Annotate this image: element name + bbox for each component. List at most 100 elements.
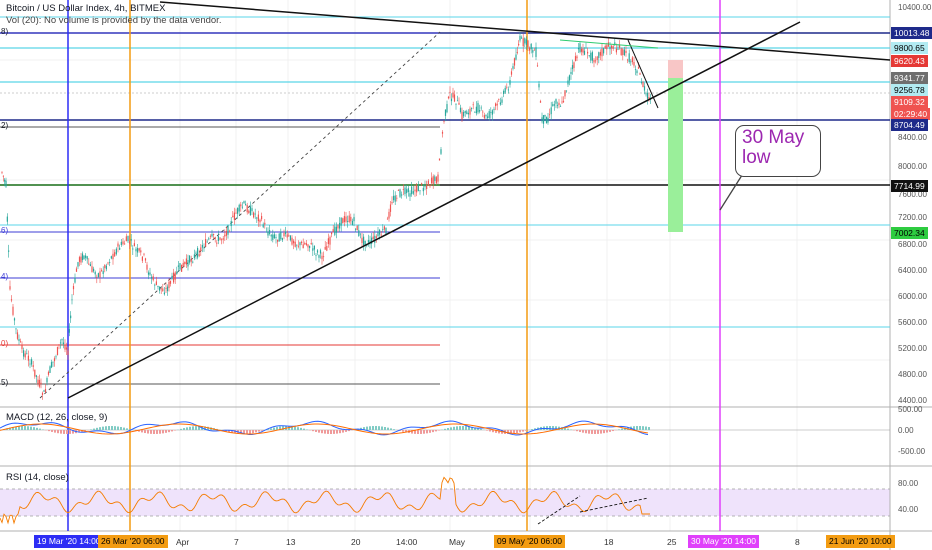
dashed-trend-projection[interactable] (39, 31, 441, 399)
candle-body (289, 235, 291, 241)
candle-body (561, 101, 563, 103)
candle-body (501, 99, 503, 103)
time-tag[interactable]: 19 Mar '20 14:00 (34, 535, 104, 548)
candle-body (515, 54, 517, 60)
macd-histogram-bar (123, 427, 125, 430)
candle-body (151, 276, 153, 279)
candle-body (463, 112, 465, 117)
macd-histogram-bar (207, 426, 209, 430)
horizontal-levels (0, 16, 890, 385)
macd-histogram-bar (348, 430, 350, 432)
candle-body (140, 250, 142, 253)
candle-body (216, 242, 218, 244)
time-axis-label: Apr (176, 537, 190, 547)
ascending-trendline[interactable] (67, 21, 801, 399)
candle-body (347, 221, 349, 222)
macd-histogram-bar (609, 430, 611, 432)
current-price-tag[interactable]: 9109.32 (891, 96, 928, 108)
candle-body (533, 49, 535, 51)
macd-histogram-bar (564, 427, 566, 430)
position-stop-zone[interactable] (668, 60, 683, 78)
macd-histogram-bar (276, 426, 278, 430)
price-tag[interactable]: 9256.78 (891, 84, 928, 96)
time-tag[interactable]: 09 May '20 06:00 (494, 535, 565, 548)
macd-plot (0, 420, 650, 436)
candle-body (119, 247, 121, 250)
price-tag[interactable]: 8704.49 (891, 119, 928, 131)
price-tag[interactable]: 10013.48 (891, 27, 932, 39)
candle-body (189, 255, 191, 263)
candle-body (617, 49, 619, 51)
time-axis-label: 25 (667, 537, 677, 547)
candle-body (105, 265, 107, 270)
time-tag[interactable]: 30 May '20 14:00 (688, 535, 759, 548)
macd-histogram-bar (624, 427, 626, 430)
candle-body (307, 244, 309, 248)
candle-body (417, 185, 419, 192)
annotation-callout[interactable]: 30 May low (735, 125, 821, 177)
candle-body (197, 248, 199, 258)
candle-body (598, 52, 600, 58)
candle-body (640, 82, 643, 84)
chart-legend: Bitcoin / US Dollar Index, 4h, BITMEX Vo… (6, 3, 221, 27)
candle-body (185, 258, 187, 264)
local-downtrend-line[interactable] (627, 39, 659, 109)
fib-label: 4) (1, 272, 9, 281)
symbol-title[interactable]: Bitcoin / US Dollar Index, 4h, BITMEX (6, 3, 166, 14)
candle-body (293, 240, 295, 244)
resistance-segment[interactable] (559, 39, 659, 49)
macd-label[interactable]: MACD (12, 26, close, 9) (6, 412, 108, 423)
price-tag[interactable]: 7002.34 (891, 227, 928, 239)
candle-body (411, 186, 413, 195)
candle-body (323, 256, 325, 258)
candle-body (299, 242, 301, 246)
time-axis-label: 18 (604, 537, 614, 547)
candle-body (614, 42, 616, 45)
macd-signal-line (0, 423, 649, 435)
macd-histogram-bar (432, 430, 434, 433)
rsi-trend-up[interactable] (537, 495, 581, 525)
price-axis-label: 6000.00 (898, 292, 927, 301)
candle-body (181, 264, 183, 272)
rsi-label[interactable]: RSI (14, close) (6, 472, 69, 483)
candle-body (78, 257, 81, 262)
macd-histogram-bar (39, 428, 41, 430)
vertical-lines (67, 0, 721, 531)
candle-body (393, 195, 395, 201)
candle-body (9, 286, 11, 290)
macd-histogram-bar (450, 427, 452, 430)
price-tag[interactable]: 9800.65 (891, 42, 928, 54)
candle-body (437, 174, 439, 182)
price-tag[interactable]: 9620.43 (891, 55, 928, 67)
candle-body (595, 60, 597, 62)
candle-body (596, 56, 598, 61)
macd-histogram-bar (261, 430, 263, 431)
candle-body (227, 225, 229, 235)
candle-body (34, 369, 36, 377)
macd-axis-label: 0.00 (898, 426, 914, 435)
price-tag[interactable]: 7714.99 (891, 180, 928, 192)
candle-body (472, 104, 474, 106)
candle-body (146, 264, 148, 270)
candle-body (414, 189, 416, 192)
candle-body (512, 66, 514, 69)
macd-histogram-bar (21, 426, 23, 430)
candle-body (213, 234, 215, 236)
fib-label: 6) (1, 226, 9, 235)
time-tag[interactable]: 26 Mar '20 06:00 (98, 535, 168, 548)
position-target-zone[interactable] (668, 78, 683, 232)
price-axis-label: 8000.00 (898, 162, 927, 171)
candle-body (50, 362, 53, 368)
candle-body (104, 264, 106, 269)
candle-body (12, 306, 14, 315)
candle-body (480, 107, 482, 109)
macd-histogram-bar (549, 426, 551, 430)
candle-body (506, 86, 508, 88)
price-tag[interactable]: 9341.77 (891, 72, 928, 84)
candle-body (556, 104, 559, 106)
rsi-trend-down[interactable] (579, 497, 649, 513)
descending-trendline[interactable] (159, 1, 891, 61)
time-axis-label: 7 (234, 537, 239, 547)
time-tag[interactable]: 21 Jun '20 10:00 (826, 535, 895, 548)
